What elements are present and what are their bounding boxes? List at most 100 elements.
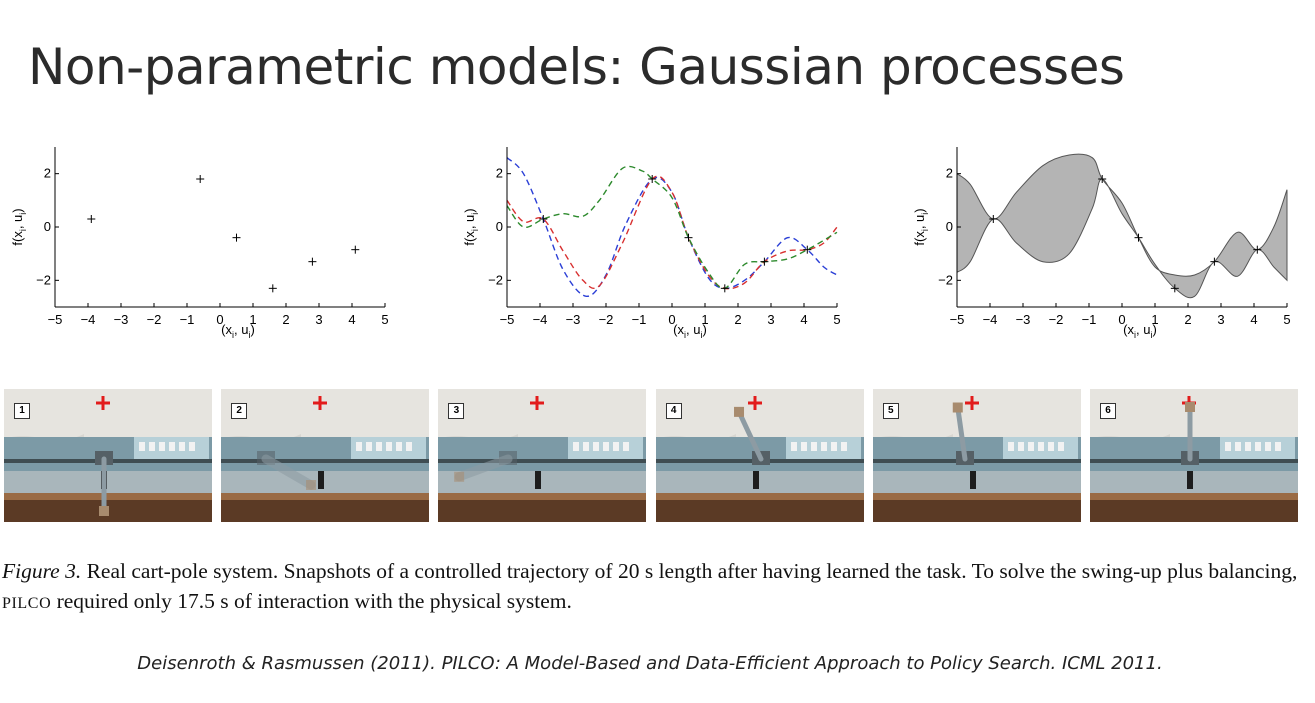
table-edge bbox=[438, 493, 647, 500]
data-point bbox=[1253, 245, 1262, 254]
x-tick-label: −4 bbox=[533, 312, 548, 327]
snapshot-number: 5 bbox=[882, 403, 899, 419]
pendulum-weight bbox=[454, 471, 465, 482]
panel-switch bbox=[179, 442, 185, 451]
table-edge bbox=[4, 493, 212, 500]
x-tick-label: −3 bbox=[1016, 312, 1031, 327]
data-point bbox=[268, 284, 277, 293]
panel-switch bbox=[1255, 442, 1261, 451]
x-tick-label: 1 bbox=[701, 312, 708, 327]
center-marker bbox=[969, 471, 976, 489]
table-bottom bbox=[1090, 500, 1298, 522]
data-point bbox=[648, 175, 657, 183]
panel-switch bbox=[1265, 442, 1271, 451]
panel-switch bbox=[613, 442, 620, 451]
snapshot-number: 3 bbox=[448, 403, 465, 419]
panel-switch bbox=[1225, 442, 1231, 451]
data-point bbox=[760, 257, 769, 266]
data-point bbox=[684, 233, 693, 242]
snapshot-scene bbox=[4, 389, 212, 522]
panel-switch bbox=[356, 442, 363, 451]
pendulum-weight bbox=[99, 506, 109, 516]
snapshot-4: 4 bbox=[655, 389, 864, 522]
center-marker bbox=[752, 471, 759, 489]
confidence-band bbox=[956, 153, 1288, 299]
panel-switch bbox=[800, 442, 807, 451]
caption-text-1: Real cart-pole system. Snapshots of a co… bbox=[81, 559, 1298, 583]
panel-switch bbox=[149, 442, 155, 451]
y-tick-label: 0 bbox=[44, 219, 51, 234]
panel-switch bbox=[840, 442, 847, 451]
sample-function-line-3 bbox=[506, 165, 838, 290]
data-point bbox=[308, 257, 317, 266]
snapshot-6: 6 bbox=[1090, 389, 1298, 522]
table-front bbox=[655, 471, 864, 493]
x-tick-label: 5 bbox=[833, 312, 840, 327]
snapshot-number: 4 bbox=[665, 403, 682, 419]
plot-svg: −5 −4 −3 −2 −1 0 1 2 3 4 5 −2 0 2 (xi, ui) f(xi, ui) bbox=[912, 147, 1291, 340]
data-point bbox=[720, 284, 729, 293]
y-tick-label: −2 bbox=[488, 272, 503, 287]
center-marker bbox=[535, 471, 542, 489]
table-front bbox=[872, 471, 1081, 493]
x-tick-label: −5 bbox=[950, 312, 965, 327]
panel-switch bbox=[593, 442, 600, 451]
data-point bbox=[1134, 233, 1143, 242]
scatter-plot-training-data: −5 −4 −3 −2 −1 0 1 2 3 4 5 −2 0 2 (xi, ui) f(xi, ui) bbox=[6, 142, 396, 352]
y-tick-label: 2 bbox=[496, 166, 503, 181]
y-axis-label: f(xi, ui) bbox=[10, 208, 28, 245]
x-axis-label: (xi, ui) bbox=[673, 322, 707, 340]
table-bottom bbox=[872, 500, 1081, 522]
citation: Deisenroth & Rasmussen (2011). PILCO: A … bbox=[137, 653, 1163, 674]
y-tick-label: −2 bbox=[36, 272, 51, 287]
x-tick-label: −2 bbox=[599, 312, 614, 327]
x-tick-label: −2 bbox=[1049, 312, 1064, 327]
pendulum-weight bbox=[306, 480, 317, 490]
x-tick-label: −3 bbox=[566, 312, 581, 327]
plot-svg: −5 −4 −3 −2 −1 0 1 2 3 4 5 −2 0 2 (xi, ui) f(xi, ui) bbox=[462, 147, 841, 340]
data-point bbox=[989, 215, 998, 223]
table-edge bbox=[221, 493, 430, 500]
caption-pilco: PILCO bbox=[2, 595, 52, 612]
panel-switch bbox=[386, 442, 393, 451]
panel-switch bbox=[1245, 442, 1251, 451]
pendulum-pole bbox=[455, 454, 513, 482]
panel-switch bbox=[139, 442, 145, 451]
x-tick-label: 1 bbox=[1151, 312, 1158, 327]
data-point bbox=[1098, 175, 1107, 183]
x-axis-label: (xi, ui) bbox=[221, 322, 255, 340]
table-bottom bbox=[655, 500, 864, 522]
panel-switch bbox=[406, 442, 413, 451]
table-front bbox=[4, 471, 212, 493]
table-bottom bbox=[438, 500, 647, 522]
panel-switch bbox=[396, 442, 403, 451]
y-axis-label: f(xi, ui) bbox=[462, 208, 480, 245]
table-bottom bbox=[221, 500, 430, 522]
snapshot-scene bbox=[1090, 389, 1298, 522]
y-tick-label: −2 bbox=[938, 272, 953, 287]
x-tick-label: 5 bbox=[1283, 312, 1290, 327]
panel-switch bbox=[376, 442, 383, 451]
x-tick-label: 1 bbox=[249, 312, 256, 327]
snapshot-number: 1 bbox=[14, 403, 30, 419]
rail bbox=[438, 459, 647, 463]
panel-switch bbox=[573, 442, 580, 451]
data-point bbox=[196, 175, 205, 183]
panel-switch bbox=[1275, 442, 1281, 451]
data-point bbox=[351, 245, 360, 254]
plot-svg: −5 −4 −3 −2 −1 0 1 2 3 4 5 −2 0 2 (xi, ui) f(xi, ui) bbox=[10, 147, 389, 340]
figure-label: Figure 3. bbox=[2, 559, 82, 583]
x-tick-label: 4 bbox=[348, 312, 355, 327]
x-tick-label: −1 bbox=[180, 312, 195, 327]
x-tick-label: −4 bbox=[983, 312, 998, 327]
snapshot-scene bbox=[221, 389, 430, 522]
pendulum-weight bbox=[1185, 402, 1195, 412]
snapshot-scene bbox=[872, 389, 1081, 522]
rail bbox=[872, 459, 1081, 463]
gp-posterior-plot: −5 −4 −3 −2 −1 0 1 2 3 4 5 −2 0 2 (xi, ui) f(xi, ui) bbox=[908, 142, 1298, 352]
caption-text-2: required only 17.5 s of interaction with… bbox=[51, 589, 572, 613]
panel-switch bbox=[1047, 442, 1054, 451]
x-tick-label: −3 bbox=[114, 312, 129, 327]
x-tick-label: 0 bbox=[216, 312, 223, 327]
center-marker bbox=[318, 471, 325, 489]
